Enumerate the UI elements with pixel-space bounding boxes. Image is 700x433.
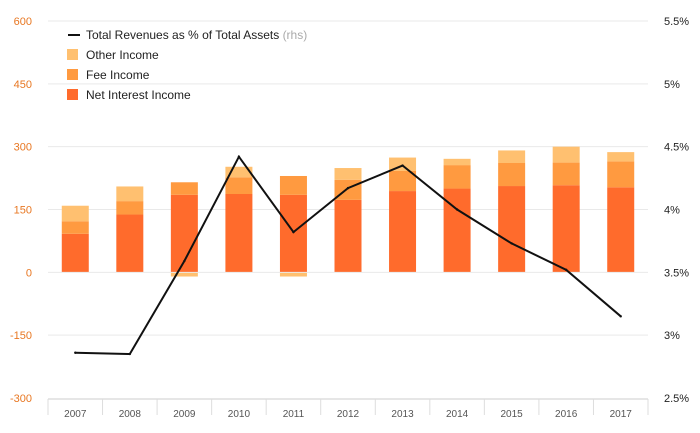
bar-other-income: [552, 146, 580, 163]
bars: [61, 146, 635, 277]
legend-swatch-fee-income: [67, 69, 78, 80]
bar-other-income-negative: [170, 272, 198, 277]
legend-label-other-income: Other Income: [86, 48, 159, 62]
bar-fee-income: [225, 177, 253, 195]
x-tick-label: 2011: [283, 409, 305, 420]
line-point: [401, 164, 404, 167]
bar-other-income-negative: [279, 272, 307, 277]
bar-fee-income: [61, 221, 89, 234]
bar-fee-income: [498, 163, 526, 187]
y-right-tick-label: 4%: [664, 205, 680, 217]
y-right-tick-label: 3%: [664, 330, 680, 342]
legend-entry: Total Revenues as % of Total Assets (rhs…: [86, 28, 307, 42]
bar-net-interest-income: [279, 194, 307, 273]
bar-fee-income: [443, 165, 471, 189]
y-left-tick-label: 450: [14, 79, 32, 91]
bar-fee-income: [607, 161, 635, 188]
y-left-tick-label: 300: [14, 142, 32, 154]
y-left-tick-label: 0: [26, 267, 32, 279]
x-tick-label: 2007: [64, 409, 87, 420]
bar-other-income: [498, 150, 526, 164]
legend-suffix: (rhs): [283, 28, 308, 42]
line-point: [510, 242, 513, 245]
y-right-tick-label: 4.5%: [664, 142, 689, 154]
legend-label-fee-income: Fee Income: [86, 68, 150, 82]
gridlines: [48, 20, 648, 336]
y-left-tick-label: 150: [14, 205, 32, 217]
bar-other-income: [116, 186, 144, 202]
bar-fee-income: [116, 201, 144, 215]
bar-fee-income: [170, 182, 198, 195]
bar-net-interest-income: [389, 191, 417, 273]
legend: Total Revenues as % of Total Assets (rhs…: [67, 28, 307, 102]
line-point: [237, 155, 241, 158]
bar-other-income: [61, 205, 89, 222]
bar-net-interest-income: [116, 214, 144, 273]
x-tick-label: 2010: [228, 409, 251, 420]
line-point: [455, 208, 459, 211]
legend-label: Total Revenues as % of Total Assets: [86, 28, 279, 42]
x-axis: 2007 2008 2009 2010 2011 2012 2013 2014 2015 2016…: [47, 398, 649, 420]
bar-fee-income: [279, 175, 307, 195]
line-point: [128, 352, 132, 356]
line-point: [564, 268, 568, 272]
line-point: [183, 259, 186, 263]
y-left-tick-label: 600: [14, 16, 32, 28]
revenue-pct-line: [74, 154, 622, 356]
bar-net-interest-income: [607, 187, 635, 273]
line-point: [292, 230, 295, 234]
x-tick-label: 2014: [446, 409, 469, 420]
bar-net-interest-income: [498, 186, 526, 273]
line-point: [619, 315, 622, 318]
x-tick-label: 2009: [173, 409, 196, 420]
y-right-tick-label: 2.5%: [664, 393, 689, 405]
x-tick-label: 2013: [391, 409, 414, 420]
bar-net-interest-income: [225, 194, 253, 273]
bar-other-income: [607, 152, 635, 162]
legend-swatch-other-income: [67, 49, 78, 60]
bar-fee-income: [552, 162, 580, 186]
y-left-tick-label: -300: [10, 393, 32, 405]
bar-net-interest-income: [334, 199, 362, 273]
y-right-tick-label: 5.5%: [664, 16, 689, 28]
y-right-tick-label: 5%: [664, 79, 680, 91]
line-point: [74, 351, 77, 354]
bar-fee-income: [389, 170, 417, 192]
y-right-tick-label: 3.5%: [664, 267, 689, 279]
right-axis-ticks: 5.5% 5% 4.5% 4% 3.5% 3% 2.5%: [664, 16, 689, 405]
bar-net-interest-income: [552, 185, 580, 273]
x-tick-label: 2012: [337, 409, 360, 420]
x-tick-label: 2017: [610, 409, 633, 420]
legend-swatch-net-interest-income: [67, 89, 78, 100]
x-tick-label: 2015: [501, 409, 524, 420]
x-tick-label: 2016: [555, 409, 578, 420]
y-left-tick-label: -150: [10, 330, 32, 342]
bar-net-interest-income: [61, 233, 89, 273]
line-point: [346, 186, 350, 190]
x-tick-label: 2008: [119, 409, 142, 420]
bar-other-income: [225, 166, 253, 178]
bar-other-income: [443, 158, 471, 166]
legend-label-net-interest-income: Net Interest Income: [86, 88, 191, 102]
bar-other-income: [334, 168, 362, 180]
left-axis-ticks: 600 450 300 150 0 -150 -300: [10, 16, 32, 405]
